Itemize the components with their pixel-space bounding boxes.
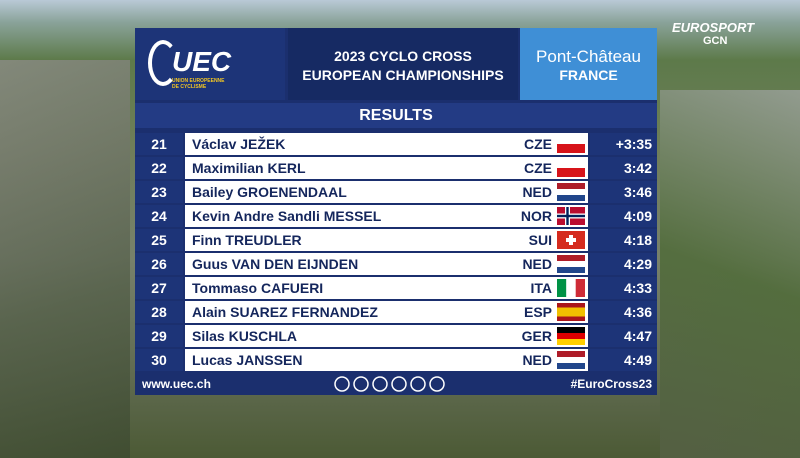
- location-box: [520, 28, 657, 100]
- rank: 24: [151, 208, 167, 224]
- section-title: RESULTS: [359, 107, 433, 124]
- flag: [557, 135, 585, 153]
- nation: ITA: [530, 280, 552, 296]
- time: 4:47: [623, 328, 652, 344]
- rank-cell: [135, 301, 183, 323]
- time-cell: [590, 253, 657, 275]
- time: +3:35: [615, 136, 652, 152]
- time: 4:09: [623, 208, 652, 224]
- rank: 29: [151, 328, 167, 344]
- rider-name: Alain SUAREZ FERNANDEZ: [192, 304, 378, 320]
- rank-cell: [135, 157, 183, 179]
- logo-subtitle: UNION EUROPEENNE DE CYCLISME: [172, 78, 225, 90]
- name-cell: [185, 301, 588, 323]
- rider-name: Václav JEŽEK: [192, 136, 286, 152]
- time: 3:46: [623, 184, 652, 200]
- flag: [557, 255, 585, 273]
- time-cell: [590, 205, 657, 227]
- rider-name: Kevin Andre Sandli MESSEL: [192, 208, 382, 224]
- flag: [557, 183, 585, 201]
- title-line: 2023 CYCLO CROSS: [334, 48, 472, 64]
- rank: 27: [151, 280, 167, 296]
- nation: ESP: [523, 304, 552, 320]
- nation: CZE: [524, 160, 552, 176]
- rank-cell: [135, 133, 183, 155]
- flag: [557, 207, 585, 225]
- name-cell: [185, 325, 588, 347]
- logo-text: UEC: [172, 46, 232, 77]
- rank-cell: [135, 205, 183, 227]
- rider-name: Silas KUSCHLA: [192, 328, 298, 344]
- rank-cell: [135, 229, 183, 251]
- rank-cell: [135, 349, 183, 371]
- time-cell: [590, 325, 657, 347]
- time: 4:33: [623, 280, 652, 296]
- rider-name: Tommaso CAFUERI: [192, 280, 324, 296]
- rank-cell: [135, 277, 183, 299]
- website: www.uec.ch: [142, 377, 211, 391]
- title-line: EUROPEAN CHAMPIONSHIPS: [302, 67, 504, 83]
- rider-name: Bailey GROENENDAAL: [192, 184, 347, 200]
- flag: [557, 303, 585, 321]
- name-cell: [185, 133, 588, 155]
- name-cell: [185, 277, 588, 299]
- rank-cell: [135, 181, 183, 203]
- time-cell: [590, 133, 657, 155]
- time-cell: [590, 157, 657, 179]
- rank: 25: [151, 232, 167, 248]
- nation: NED: [522, 352, 552, 368]
- time: 3:42: [623, 160, 652, 176]
- name-cell: [185, 157, 588, 179]
- nation: GER: [521, 328, 552, 344]
- rank: 22: [151, 160, 167, 176]
- flag: [557, 327, 585, 345]
- city: Pont-Château: [536, 47, 641, 66]
- rank: 30: [151, 352, 167, 368]
- rank: 28: [151, 304, 167, 320]
- flag: [557, 159, 585, 177]
- time: 4:29: [623, 256, 652, 272]
- country: FRANCE: [559, 67, 618, 83]
- section-bar: [135, 103, 657, 128]
- title-box: [288, 28, 518, 100]
- background-houses: [0, 60, 130, 458]
- time-cell: [590, 277, 657, 299]
- rider-name: Maximilian KERL: [192, 160, 306, 176]
- time: 4:18: [623, 232, 652, 248]
- social-icons: [334, 376, 445, 392]
- background-town: [660, 90, 800, 458]
- time-cell: [590, 229, 657, 251]
- rank-cell: [135, 325, 183, 347]
- nation: NED: [522, 184, 552, 200]
- name-cell: [185, 229, 588, 251]
- time-cell: [590, 349, 657, 371]
- flag: [557, 351, 585, 369]
- time-cell: [590, 181, 657, 203]
- partner-logo: GCN: [703, 35, 728, 47]
- rider-name: Lucas JANSSEN: [192, 352, 303, 368]
- time: 4:36: [623, 304, 652, 320]
- name-cell: [185, 205, 588, 227]
- rider-name: Guus VAN DEN EIJNDEN: [192, 256, 359, 272]
- broadcaster-logo: EUROSPORT: [672, 20, 755, 35]
- nation: NOR: [520, 208, 552, 224]
- nation: SUI: [528, 232, 552, 248]
- rider-name: Finn TREUDLER: [192, 232, 302, 248]
- rank: 23: [151, 184, 167, 200]
- flag: [557, 279, 585, 297]
- rank-cell: [135, 253, 183, 275]
- rank: 26: [151, 256, 167, 272]
- flag: [557, 231, 585, 249]
- nation: NED: [522, 256, 552, 272]
- time: 4:49: [623, 352, 652, 368]
- name-cell: [185, 349, 588, 371]
- name-cell: [185, 253, 588, 275]
- rank: 21: [151, 136, 167, 152]
- nation: CZE: [524, 136, 552, 152]
- name-cell: [185, 181, 588, 203]
- time-cell: [590, 301, 657, 323]
- logo-ring: [148, 40, 178, 86]
- hashtag: #EuroCross23: [570, 377, 652, 391]
